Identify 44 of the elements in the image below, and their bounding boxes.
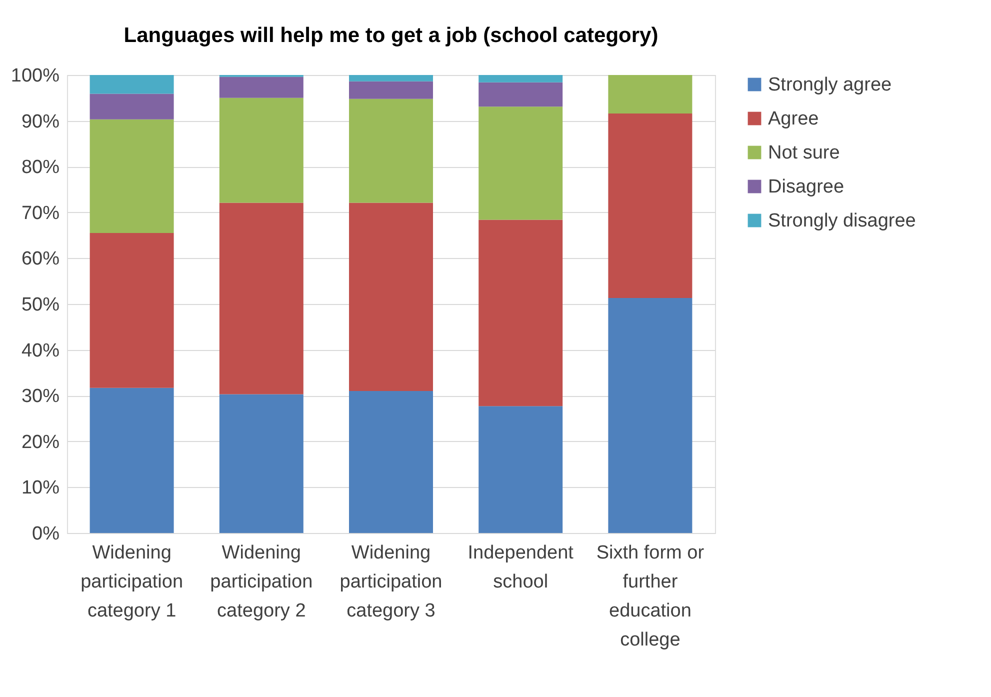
y-tick-label: 50% — [21, 294, 60, 316]
bar — [478, 75, 563, 82]
legend-label: Not sure — [768, 142, 840, 164]
y-tick-label: 100% — [10, 66, 60, 86]
bar — [478, 106, 563, 220]
y-tick-label: 10% — [21, 478, 60, 499]
bar — [478, 82, 563, 107]
y-tick-label: 90% — [21, 111, 60, 132]
x-tick-label: Widening participation category 2 — [210, 542, 313, 622]
bar — [478, 220, 563, 406]
bar — [608, 113, 692, 298]
bar — [90, 233, 174, 388]
bar — [219, 394, 304, 533]
bar — [219, 98, 304, 203]
x-tick-label: Independent school — [468, 542, 574, 592]
y-tick-label: 0% — [32, 524, 60, 544]
bar — [349, 202, 433, 392]
y-tick-label: 30% — [21, 386, 60, 408]
bar — [349, 98, 433, 203]
bar — [219, 76, 304, 98]
bar — [478, 406, 563, 533]
bar — [90, 94, 174, 120]
bar — [90, 119, 174, 234]
bar — [608, 298, 692, 533]
y-tick-label: 20% — [21, 432, 60, 453]
bar — [90, 75, 174, 94]
legend-label: Strongly disagree — [768, 210, 916, 232]
x-tick-label: Widening participation category 1 — [80, 542, 184, 622]
bar — [608, 75, 692, 114]
bar — [349, 391, 433, 533]
legend-label: Disagree — [768, 176, 844, 198]
y-tick-label: 80% — [21, 157, 60, 178]
bar — [349, 75, 433, 82]
y-tick-label: 70% — [21, 202, 60, 224]
y-tick-label: 40% — [21, 340, 60, 362]
bar — [219, 202, 304, 394]
x-tick-label: Sixth form or further education college — [596, 542, 705, 650]
bar — [349, 81, 433, 99]
x-tick-label: Widening participation category 3 — [340, 542, 442, 622]
chart-title: Languages will help me to get a job (school category) — [124, 24, 658, 47]
bar — [90, 388, 174, 533]
y-tick-label: 60% — [21, 248, 60, 270]
legend-label: Agree — [768, 108, 819, 130]
legend-label: Strongly agree — [768, 74, 892, 96]
